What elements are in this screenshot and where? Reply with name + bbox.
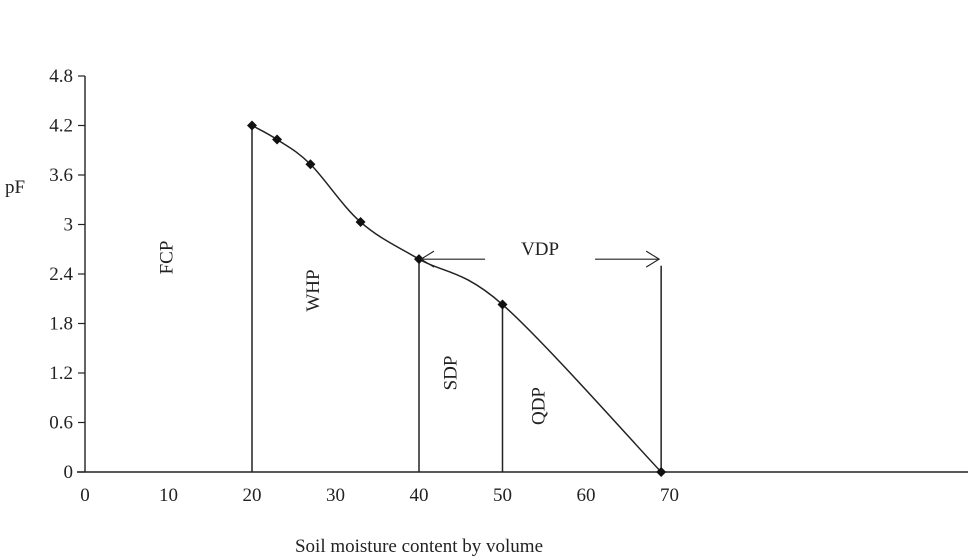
y-tick-label: 3 [64, 215, 74, 236]
qdp-label: QDP [528, 387, 549, 425]
x-axis-label: Soil moisture content by volume [295, 536, 543, 557]
data-point [305, 159, 316, 170]
y-tick-label: 2.4 [49, 264, 73, 285]
y-tick-label: 4.2 [49, 116, 73, 137]
x-tick-label: 40 [410, 485, 429, 506]
x-tick-label: 60 [577, 485, 596, 506]
data-point [355, 217, 366, 228]
sdp-label: SDP [441, 356, 462, 391]
whp-label: WHP [303, 269, 324, 311]
vdp-arrow-right-head [645, 250, 661, 268]
y-tick-label: 0 [64, 462, 74, 483]
y-tick-label: 1.2 [49, 363, 73, 384]
x-tick-label: 0 [80, 485, 90, 506]
data-point [272, 134, 283, 145]
fcp-label: FCP [157, 241, 178, 275]
y-axis-label: pF [5, 177, 25, 198]
y-tick-label: 1.8 [49, 314, 73, 335]
x-tick-label: 70 [660, 485, 679, 506]
pf-curve [251, 124, 662, 473]
x-ticks: 0 10 20 30 40 50 60 70 [80, 485, 679, 506]
vdp-label: VDP [521, 239, 559, 260]
data-point [497, 299, 508, 310]
y-tick-label: 0.6 [49, 413, 73, 434]
data-point [656, 467, 667, 477]
x-tick-label: 10 [159, 485, 178, 506]
data-point [247, 120, 257, 131]
vdp-arrow-left-head [419, 250, 435, 268]
x-tick-label: 20 [243, 485, 262, 506]
x-tick-label: 30 [326, 485, 345, 506]
vertical-lines [251, 125, 662, 472]
vdp-arrow [419, 250, 661, 268]
data-point [414, 254, 424, 265]
y-ticks: 0 0.6 1.2 1.8 2.4 3 3.6 4.2 4.8 [49, 66, 85, 483]
axes [77, 76, 968, 473]
y-tick-label: 4.8 [49, 66, 73, 87]
y-tick-label: 3.6 [49, 165, 73, 186]
data-markers [247, 120, 667, 477]
x-tick-label: 50 [493, 485, 512, 506]
